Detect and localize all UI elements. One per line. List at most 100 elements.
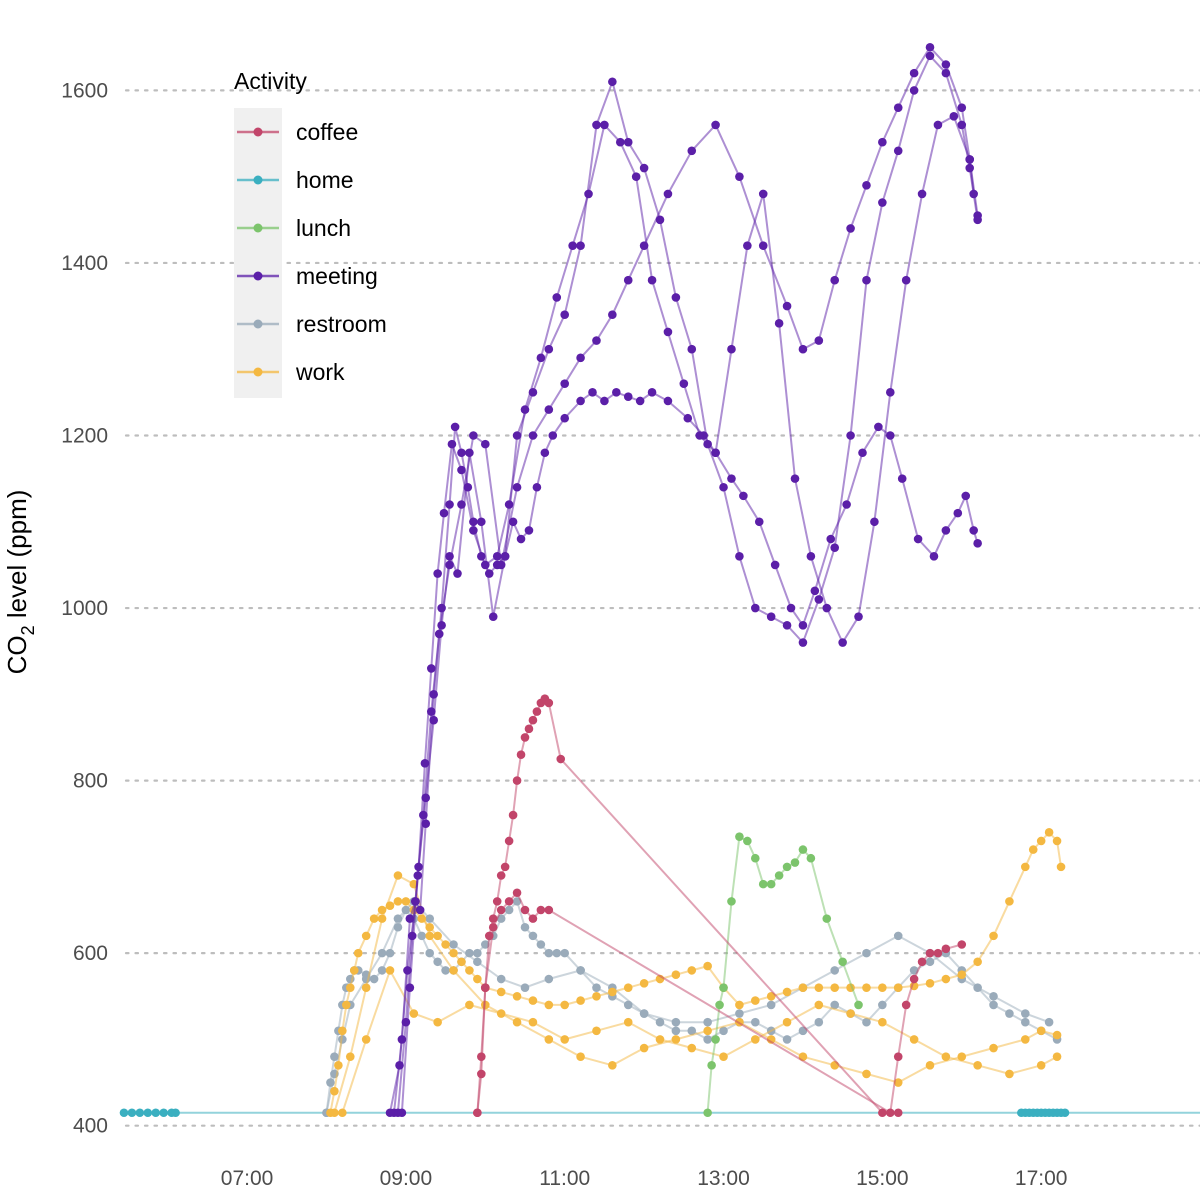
point-work — [528, 1017, 538, 1027]
point-meeting — [909, 86, 919, 95]
point-meeting — [782, 620, 792, 630]
point-meeting — [639, 241, 649, 250]
point-meeting — [608, 310, 617, 320]
point-meeting — [953, 508, 963, 518]
point-lunch — [735, 832, 744, 841]
point-coffee — [528, 914, 538, 923]
point-restroom — [671, 1017, 681, 1027]
point-meeting — [457, 465, 466, 475]
point-lunch — [719, 983, 728, 992]
point-restroom — [878, 1000, 887, 1010]
point-home — [1060, 1108, 1070, 1118]
point-coffee — [480, 983, 490, 992]
point-coffee — [524, 724, 534, 734]
legend-label-coffee: coffee — [296, 119, 358, 145]
point-meeting — [623, 392, 633, 401]
point-coffee — [477, 1069, 486, 1079]
point-meeting — [639, 163, 649, 173]
legend-item-lunch: lunch — [237, 215, 351, 241]
x-tick-label-07:00: 07:00 — [221, 1167, 274, 1190]
point-lunch — [758, 879, 768, 889]
point-meeting — [560, 310, 570, 320]
point-meeting — [687, 146, 697, 156]
series-line-meeting — [389, 46, 975, 1113]
point-meeting — [385, 1108, 395, 1118]
point-restroom — [520, 922, 530, 932]
point-work — [655, 1035, 665, 1044]
point-work — [457, 957, 466, 967]
point-meeting — [477, 517, 486, 527]
point-meeting — [405, 983, 415, 992]
point-meeting — [711, 120, 720, 130]
y-tick-label-800: 800 — [73, 770, 108, 793]
point-work — [1020, 1035, 1030, 1044]
legend-dot-meeting — [253, 271, 263, 281]
legend-dot-restroom — [253, 319, 263, 329]
point-meeting — [806, 551, 816, 561]
point-restroom — [989, 1000, 998, 1010]
y-tick-label-400: 400 — [73, 1115, 108, 1138]
point-meeting — [846, 431, 855, 440]
point-work — [361, 983, 371, 992]
point-home — [135, 1108, 145, 1118]
point-work — [349, 966, 359, 975]
point-meeting — [786, 603, 796, 613]
point-meeting — [528, 431, 538, 440]
point-meeting — [560, 413, 570, 423]
point-meeting — [524, 526, 534, 535]
point-work — [433, 1017, 442, 1027]
point-meeting — [727, 344, 736, 354]
y-tick-label-1200: 1200 — [61, 424, 108, 447]
series-work-5 — [338, 966, 1062, 1118]
series-home-0 — [119, 1108, 1200, 1118]
point-work — [393, 897, 403, 906]
point-coffee — [893, 1052, 903, 1061]
point-meeting — [480, 439, 490, 449]
point-coffee — [496, 871, 506, 880]
point-coffee — [504, 897, 514, 906]
point-work — [750, 1035, 760, 1044]
point-work — [425, 931, 435, 941]
point-meeting — [512, 482, 522, 492]
point-meeting — [913, 534, 923, 544]
point-work — [353, 948, 363, 958]
point-work — [989, 1043, 998, 1053]
horizontal-gridlines — [124, 89, 1200, 1127]
point-restroom — [766, 1000, 776, 1010]
point-meeting — [925, 42, 935, 52]
point-meeting — [512, 431, 522, 440]
point-restroom — [703, 1017, 712, 1027]
point-coffee — [536, 905, 546, 915]
point-restroom — [1020, 1017, 1030, 1027]
point-work — [433, 931, 442, 941]
point-restroom — [814, 1017, 824, 1027]
point-work — [878, 1017, 887, 1027]
point-work — [925, 1060, 935, 1070]
point-coffee — [504, 836, 514, 846]
point-work — [623, 983, 633, 992]
point-lunch — [782, 862, 792, 872]
point-work — [338, 1026, 347, 1036]
y-tick-label-600: 600 — [73, 942, 108, 965]
point-meeting — [405, 914, 415, 923]
point-work — [925, 979, 935, 988]
point-meeting — [754, 517, 764, 527]
point-coffee — [544, 698, 554, 708]
point-work — [334, 1060, 343, 1070]
series-line-coffee — [476, 697, 899, 1114]
point-work — [345, 983, 355, 992]
point-coffee — [473, 1108, 482, 1118]
point-restroom — [1020, 1009, 1030, 1018]
point-work — [361, 931, 371, 941]
point-meeting — [933, 120, 943, 130]
point-lunch — [727, 897, 736, 906]
point-work — [377, 914, 387, 923]
point-meeting — [929, 551, 939, 561]
legend-dot-lunch — [253, 223, 263, 233]
point-meeting — [544, 405, 554, 414]
point-meeting — [548, 431, 558, 440]
point-restroom — [536, 940, 546, 949]
point-restroom — [330, 1052, 339, 1061]
point-coffee — [520, 733, 530, 742]
